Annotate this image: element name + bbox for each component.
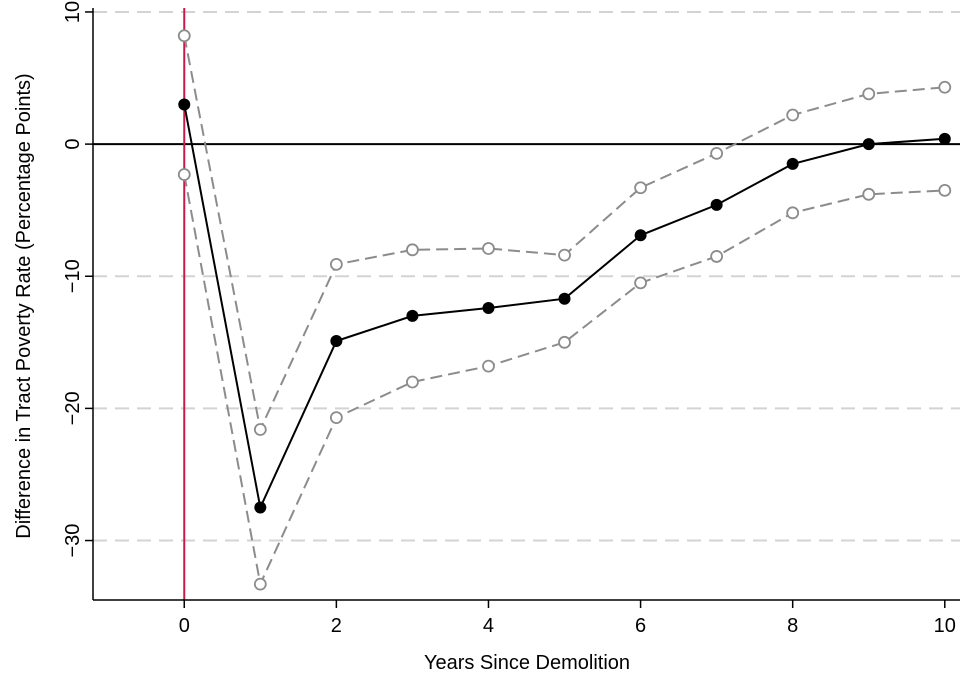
upper-ci-point <box>329 257 343 271</box>
estimate-point <box>482 301 495 314</box>
x-tick-label: 0 <box>179 615 190 637</box>
lower-ci-point <box>710 250 724 263</box>
estimate-point <box>938 132 951 145</box>
estimate-point <box>406 309 419 322</box>
y-axis-title: Difference in Tract Poverty Rate (Percen… <box>13 73 35 538</box>
y-tick-label: 10 <box>62 1 84 23</box>
estimate-point <box>254 501 267 514</box>
y-tick-label: −10 <box>62 259 84 293</box>
lower-ci-point <box>406 375 419 389</box>
lower-ci-point <box>786 206 800 220</box>
upper-ci-point <box>406 243 419 257</box>
upper-ci-point <box>177 29 191 43</box>
y-tick-label: −20 <box>62 391 84 425</box>
estimate-point <box>558 292 571 305</box>
series-lines <box>183 35 945 588</box>
lower-ci-point <box>329 411 343 425</box>
grid-lines <box>93 10 960 542</box>
upper-ci-line <box>183 35 945 433</box>
lower-ci-line <box>183 174 945 588</box>
lower-ci-point <box>253 577 267 591</box>
upper-ci-point <box>482 242 495 255</box>
upper-ci-point <box>558 248 571 262</box>
x-tick-label: 2 <box>331 615 342 637</box>
estimate-point <box>786 157 799 170</box>
lower-ci-point <box>938 183 952 197</box>
upper-ci-point <box>862 87 876 101</box>
estimate-point <box>178 98 191 111</box>
upper-ci-point <box>634 181 647 195</box>
lower-ci-point <box>558 335 571 349</box>
axes <box>85 8 960 608</box>
x-tick-label: 8 <box>787 615 798 637</box>
upper-ci-point <box>253 423 267 436</box>
estimate-point <box>634 229 647 242</box>
x-axis-title: Years Since Demolition <box>424 652 630 674</box>
tick-labels: 0 2 4 6 8 10 10 0 −10 −20 −30 <box>62 1 956 637</box>
x-tick-label: 10 <box>934 615 956 637</box>
series-markers <box>177 29 952 591</box>
upper-ci-point <box>938 80 952 94</box>
x-tick-label: 4 <box>483 615 494 637</box>
estimate-point <box>330 335 343 347</box>
x-tick-label: 6 <box>635 615 646 637</box>
lower-ci-point <box>862 187 876 201</box>
lower-ci-point <box>482 359 495 373</box>
lower-ci-point <box>634 276 647 290</box>
upper-ci-point <box>710 146 724 160</box>
estimate-point <box>862 138 875 151</box>
estimate-line <box>183 104 945 511</box>
y-tick-label: 0 <box>62 139 84 150</box>
upper-ci-point <box>786 108 800 122</box>
lower-ci-point <box>177 168 191 181</box>
estimate-point <box>710 198 723 211</box>
y-tick-label: −30 <box>62 524 84 558</box>
